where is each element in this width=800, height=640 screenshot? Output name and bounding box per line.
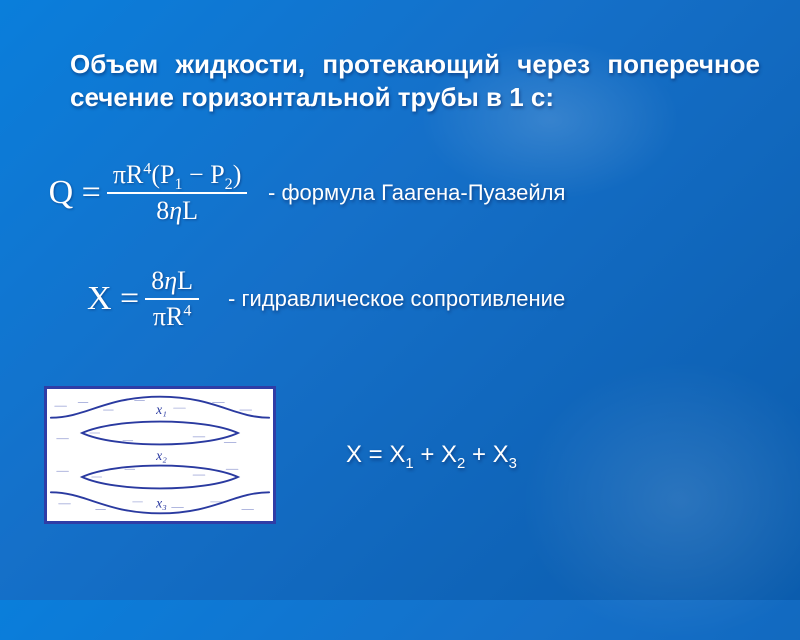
formula1-numerator: πR4(P1 − P2) — [107, 158, 248, 192]
branching-flow-diagram: x₁ x₂ x₃ — [44, 386, 276, 524]
bottom-row: x₁ x₂ x₃ X = X1 + X2 + X3 — [44, 386, 724, 524]
formula-row-2: X = 8ηL πR4 - гидравлическое сопротивлен… — [28, 264, 588, 334]
diagram-label-x3: x₃ — [155, 496, 167, 511]
formula2-numerator: 8ηL — [145, 264, 199, 298]
formula-poiseuille: Q = πR4(P1 − P2) 8ηL — [28, 158, 268, 228]
formula-resistance: X = 8ηL πR4 — [28, 264, 228, 334]
page-title: Объем жидкости, протекающий через попере… — [70, 48, 760, 113]
equation-sum: X = X1 + X2 + X3 — [346, 441, 517, 469]
diagram-label-x2: x₂ — [155, 448, 167, 463]
formula1-lhs: Q = — [49, 174, 101, 212]
formula2-lhs: X = — [87, 280, 139, 318]
formula2-desc: - гидравлическое сопротивление — [228, 286, 565, 312]
formula1-desc: - формула Гаагена-Пуазейля — [268, 180, 565, 206]
formula2-denominator: πR4 — [147, 300, 198, 334]
formula-row-1: Q = πR4(P1 − P2) 8ηL - формула Гаагена-П… — [28, 158, 588, 228]
diagram-label-x1: x₁ — [155, 402, 167, 417]
formula1-denominator: 8ηL — [150, 194, 204, 228]
